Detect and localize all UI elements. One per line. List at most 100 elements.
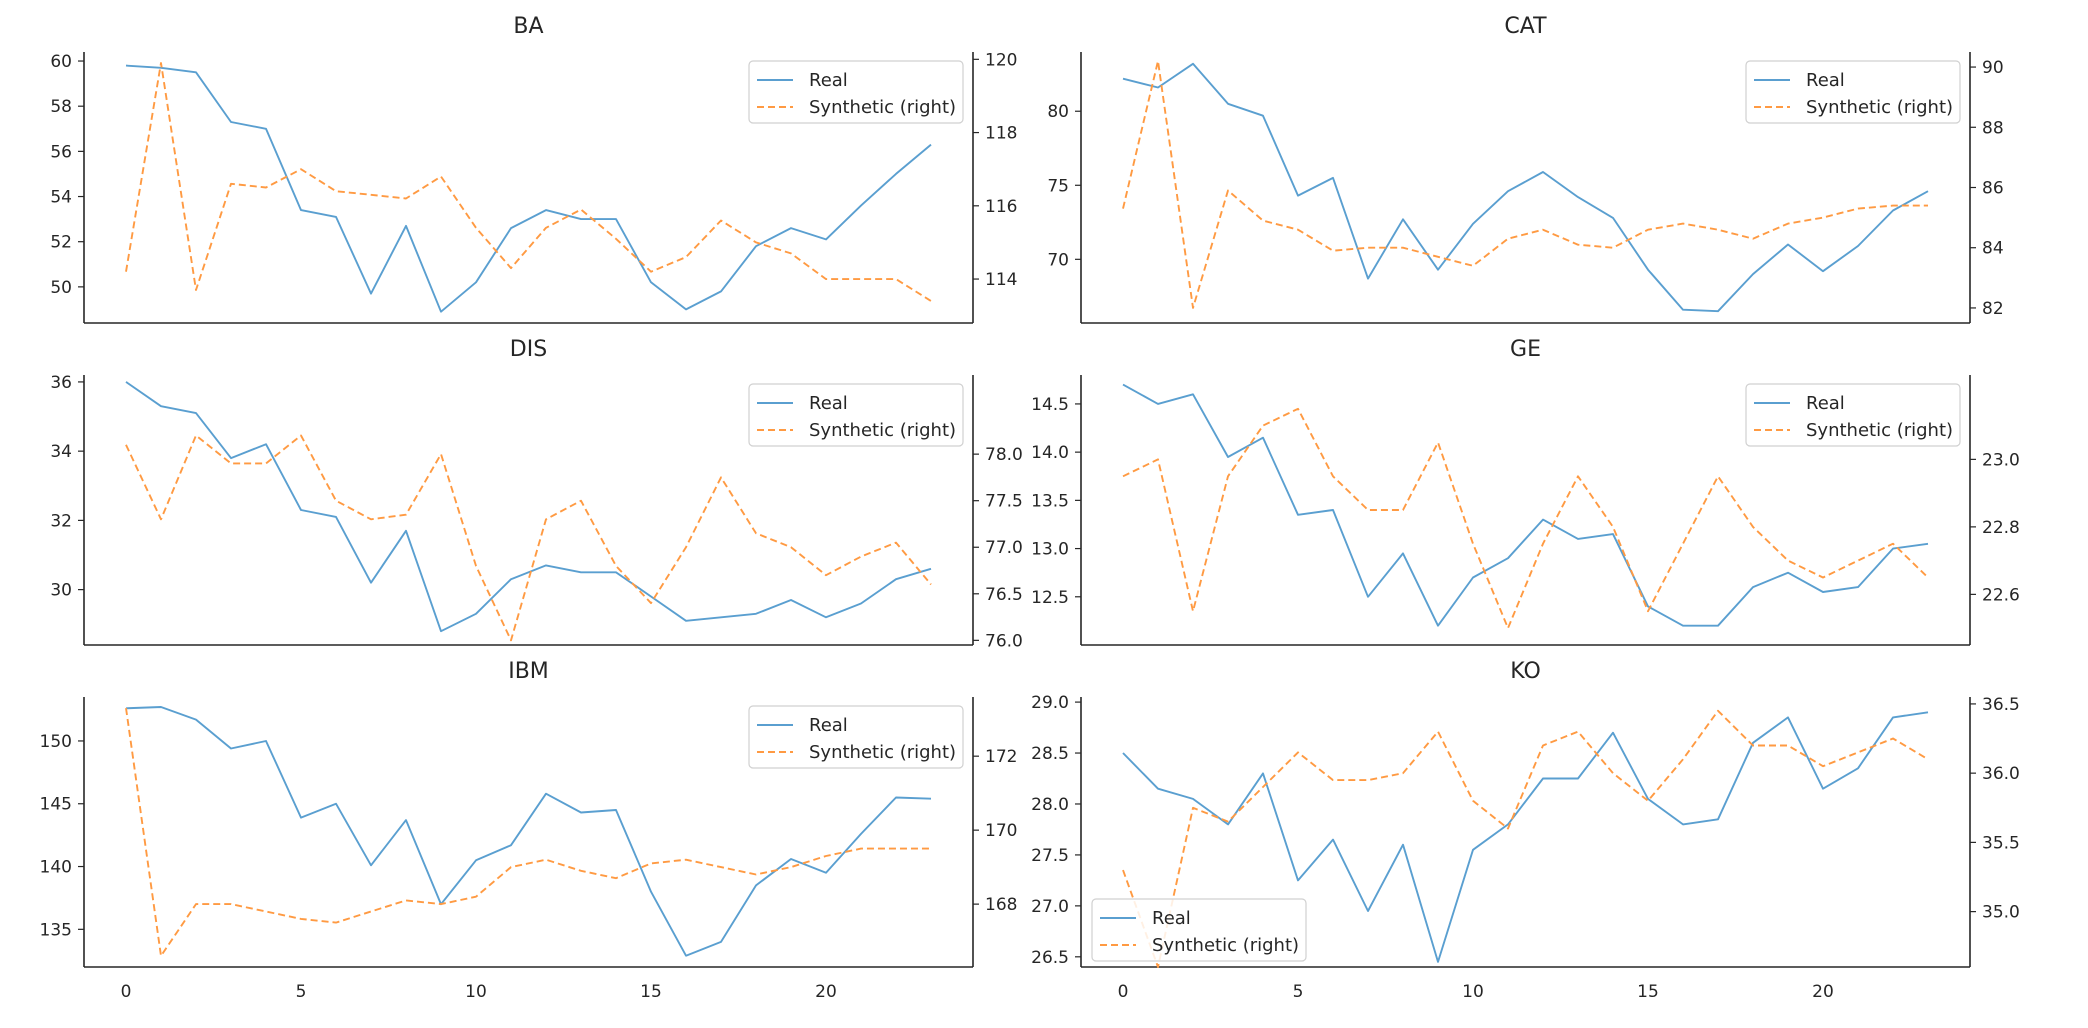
real-series-line xyxy=(125,64,932,313)
legend-real-label: Real xyxy=(1806,393,1845,414)
right-tick-label: 76.0 xyxy=(985,631,1023,651)
left-tick-label: 29.0 xyxy=(1031,693,1069,713)
left-tick-label: 12.5 xyxy=(1031,588,1069,608)
legend: Real Synthetic (right) xyxy=(748,60,964,124)
left-tick-label: 13.0 xyxy=(1031,540,1069,560)
right-tick-label: 77.0 xyxy=(985,538,1023,558)
right-tick-label: 77.5 xyxy=(985,492,1023,512)
legend-synthetic-label: Synthetic (right) xyxy=(809,97,956,118)
subplot-ba: BA 50 52 54 56 58 60 114 116 118 120 Real Synthetic … xyxy=(50,14,1017,324)
x-tick-label: 5 xyxy=(296,982,307,1002)
right-tick-label: 82 xyxy=(1982,299,2004,319)
legend-box xyxy=(1091,898,1307,962)
legend-synthetic-label: Synthetic (right) xyxy=(1806,420,1953,441)
left-tick-label: 13.5 xyxy=(1031,491,1069,511)
synthetic-series-line xyxy=(1122,709,1929,968)
real-series-line xyxy=(125,381,932,633)
real-series-line xyxy=(1122,62,1929,313)
left-tick-label: 36 xyxy=(50,373,72,393)
right-tick-label: 172 xyxy=(985,747,1017,767)
synthetic-series-line xyxy=(1122,60,1928,309)
left-tick-label: 145 xyxy=(40,795,72,815)
x-tick-label: 15 xyxy=(640,982,662,1002)
legend: Real Synthetic (right) xyxy=(748,705,964,769)
left-tick-label: 140 xyxy=(40,858,72,878)
real-series-line xyxy=(1122,383,1929,627)
chart-title: DIS xyxy=(510,337,547,362)
right-tick-label: 116 xyxy=(985,197,1017,217)
left-tick-label: 56 xyxy=(50,142,72,162)
right-tick-label: 170 xyxy=(985,821,1017,841)
legend-real-label: Real xyxy=(1806,70,1845,91)
synthetic-series-line xyxy=(125,62,932,302)
right-tick-label: 118 xyxy=(985,124,1017,144)
chart-title: KO xyxy=(1510,659,1541,684)
left-tick-label: 28.5 xyxy=(1031,744,1069,764)
legend-box xyxy=(748,705,964,769)
x-tick-label: 20 xyxy=(1812,982,1834,1002)
subplot-cat: CAT 70 75 80 82 84 86 88 90 Real Synthetic (right) xyxy=(1047,14,2004,324)
synthetic-series-line xyxy=(125,434,932,642)
subplot-dis: DIS 30 32 34 36 76.0 76.5 77.0 77.5 78.0 Real Synth… xyxy=(50,337,1023,651)
right-tick-label: 23.0 xyxy=(1982,450,2020,470)
synthetic-series-line xyxy=(125,707,931,957)
right-tick-label: 36.0 xyxy=(1982,764,2020,784)
real-series-line xyxy=(1122,711,1929,963)
left-tick-label: 27.5 xyxy=(1031,846,1069,866)
right-tick-label: 78.0 xyxy=(985,445,1023,465)
subplot-ibm: IBM 135 140 145 150 168 170 172 0 5 10 15 20 Real Synt… xyxy=(40,659,1018,1002)
real-series-line xyxy=(125,706,932,957)
legend-box xyxy=(748,383,964,447)
left-tick-label: 14.5 xyxy=(1031,395,1069,415)
left-tick-label: 50 xyxy=(50,278,72,298)
legend-box xyxy=(748,60,964,124)
left-tick-label: 34 xyxy=(50,442,72,462)
right-tick-label: 35.5 xyxy=(1982,833,2020,853)
x-tick-label: 5 xyxy=(1293,982,1304,1002)
legend-real-label: Real xyxy=(809,393,848,414)
right-tick-label: 90 xyxy=(1982,58,2004,78)
left-tick-label: 30 xyxy=(50,581,72,601)
left-tick-label: 54 xyxy=(50,188,72,208)
legend-box xyxy=(1745,383,1961,447)
left-tick-label: 60 xyxy=(50,52,72,72)
legend-synthetic-label: Synthetic (right) xyxy=(809,420,956,441)
right-tick-label: 120 xyxy=(985,50,1017,70)
subplot-ge: GE 12.5 13.0 13.5 14.0 14.5 22.6 22.8 23.0 Real Sy… xyxy=(1031,337,2020,646)
subplot-ko: KO 26.5 27.0 27.5 28.0 28.5 29.0 35.0 35.5 36.0 36… xyxy=(1031,659,2020,1002)
right-tick-label: 22.8 xyxy=(1982,518,2020,538)
left-tick-label: 26.5 xyxy=(1031,948,1069,968)
right-tick-label: 168 xyxy=(985,895,1017,915)
x-tick-label: 10 xyxy=(1462,982,1484,1002)
left-tick-label: 14.0 xyxy=(1031,443,1069,463)
left-tick-label: 75 xyxy=(1047,176,1069,196)
synthetic-series-line xyxy=(1122,407,1929,630)
legend-synthetic-label: Synthetic (right) xyxy=(1806,97,1953,118)
x-tick-label: 0 xyxy=(1118,982,1129,1002)
left-tick-label: 28.0 xyxy=(1031,795,1069,815)
legend-synthetic-label: Synthetic (right) xyxy=(809,742,956,763)
chart-title: BA xyxy=(513,14,543,39)
left-tick-label: 32 xyxy=(50,511,72,531)
right-tick-label: 84 xyxy=(1982,239,2004,259)
right-tick-label: 36.5 xyxy=(1982,695,2020,715)
right-tick-label: 114 xyxy=(985,270,1017,290)
x-tick-label: 15 xyxy=(1637,982,1659,1002)
right-tick-label: 22.6 xyxy=(1982,585,2020,605)
legend: Real Synthetic (right) xyxy=(1745,60,1961,124)
legend-real-label: Real xyxy=(809,715,848,736)
left-tick-label: 135 xyxy=(40,920,72,940)
left-tick-label: 58 xyxy=(50,97,72,117)
legend: Real Synthetic (right) xyxy=(1745,383,1961,447)
x-tick-label: 10 xyxy=(465,982,487,1002)
chart-title: CAT xyxy=(1504,14,1547,39)
legend-synthetic-label: Synthetic (right) xyxy=(1152,935,1299,956)
legend-real-label: Real xyxy=(809,70,848,91)
legend-real-label: Real xyxy=(1152,908,1191,929)
legend-box xyxy=(1745,60,1961,124)
legend: Real Synthetic (right) xyxy=(748,383,964,447)
right-tick-label: 76.5 xyxy=(985,585,1023,605)
left-tick-label: 70 xyxy=(1047,250,1069,270)
legend: Real Synthetic (right) xyxy=(1091,898,1307,962)
